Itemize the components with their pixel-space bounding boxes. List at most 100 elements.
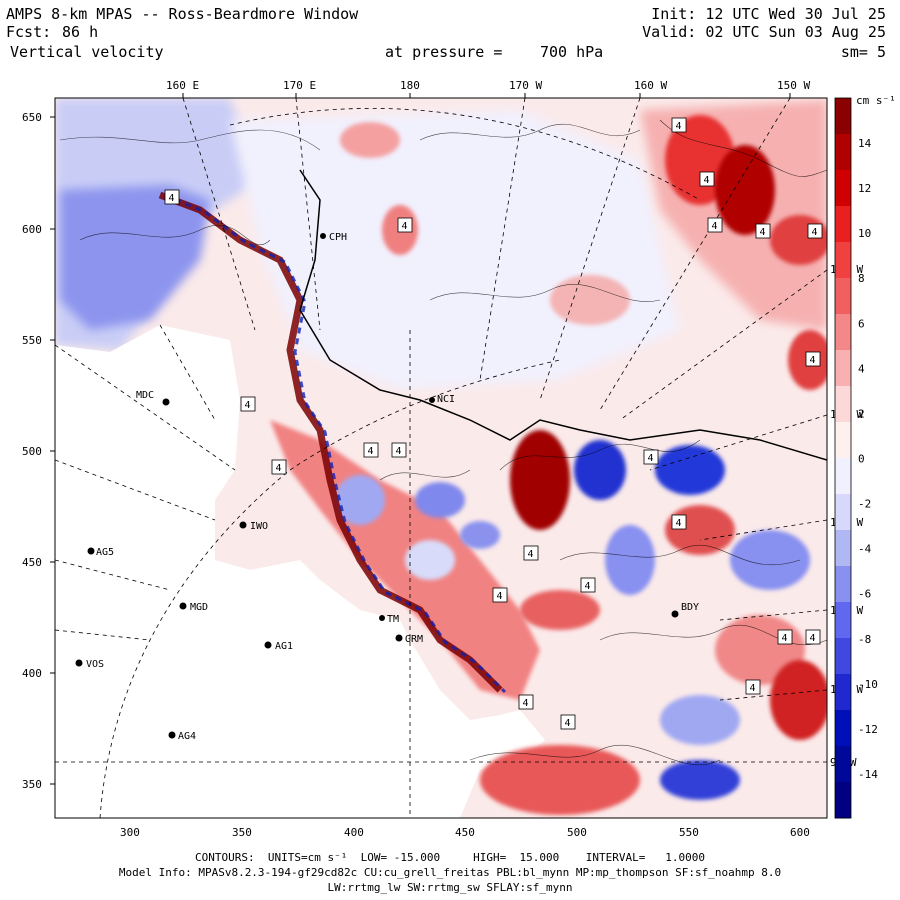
colorbar-swatch — [835, 602, 851, 639]
svg-text:4: 4 — [810, 633, 816, 644]
field-rising-core-2 — [715, 145, 775, 235]
colorbar-swatch — [835, 170, 851, 207]
left-axis-label: 400 — [22, 667, 42, 680]
colorbar-tick-label: 6 — [858, 317, 865, 330]
colorbar-swatch — [835, 782, 851, 819]
field-blob — [460, 521, 500, 549]
bottom-axis-label: 450 — [455, 826, 475, 839]
left-axis-label: 650 — [22, 111, 42, 124]
pressure-label: at pressure = — [385, 43, 503, 61]
bottom-axis-label: 400 — [344, 826, 364, 839]
svg-text:NCI: NCI — [437, 394, 455, 405]
plot-frame — [54, 97, 828, 819]
svg-text:4: 4 — [565, 718, 571, 729]
graticule — [55, 98, 827, 818]
smoothing-value: sm= 5 — [840, 43, 886, 61]
field-blob — [660, 760, 740, 800]
top-axis-label: 160 E — [166, 79, 199, 92]
svg-text:4: 4 — [245, 400, 251, 411]
left-axis-label: 500 — [22, 445, 42, 458]
top-axis-label: 170 E — [283, 79, 316, 92]
svg-text:4: 4 — [169, 193, 175, 204]
station-iwo: IWO — [239, 521, 268, 532]
station-ag1: AG1 — [264, 641, 293, 652]
colorbar-swatch — [835, 98, 851, 135]
station-grm: GRM — [395, 634, 423, 645]
colorbar-tick-label: 4 — [858, 362, 865, 375]
field-blob — [510, 430, 570, 530]
field-blob — [574, 440, 626, 500]
init-time: Init: 12 UTC Wed 30 Jul 25 — [651, 5, 886, 23]
pressure-value: 700 hPa — [540, 43, 604, 61]
colorbar-swatch — [835, 350, 851, 387]
svg-text:4: 4 — [402, 221, 408, 232]
svg-text:IWO: IWO — [250, 521, 268, 532]
colorbar-swatch — [835, 710, 851, 747]
top-axis-label: 160 W — [634, 79, 667, 92]
colorbar-frame — [834, 97, 852, 819]
left-axis-label: 600 — [22, 223, 42, 236]
svg-text:MGD: MGD — [190, 602, 208, 613]
colorbar-tick-label: -4 — [858, 543, 872, 556]
valid-time: Valid: 02 UTC Sun 03 Aug 25 — [642, 23, 886, 41]
svg-text:4: 4 — [810, 355, 816, 366]
colorbar-swatch — [835, 458, 851, 495]
colorbar-swatch — [835, 530, 851, 567]
field-blob — [405, 540, 455, 580]
stations: CPH MDC AG5 IWO MGD VOS AG1 AG4 GRM BDY … — [75, 232, 699, 742]
colorbar-swatch — [835, 566, 851, 603]
colorbar-swatch — [835, 278, 851, 315]
bottom-axis-label: 600 — [790, 826, 810, 839]
colorbar — [834, 97, 852, 819]
field-blob — [340, 122, 400, 158]
svg-text:4: 4 — [676, 121, 682, 132]
field-blob — [480, 745, 640, 815]
station-tm: TM — [379, 614, 399, 625]
colorbar-swatch — [835, 638, 851, 675]
colorbar-tick-label: -8 — [858, 633, 871, 646]
colorbar-labels: 14 12 10 8 6 4 2 0 -2 -4 -6 -8 -10 -12 -14 — [858, 137, 878, 781]
bottom-axis: 300 350 400 450 500 550 600 — [120, 826, 810, 839]
station-mdc: MDC — [136, 390, 170, 406]
station-ag5: AG5 — [87, 547, 114, 558]
model-info: Model Info: MPASv8.2.3-194-gf29cd82c CU:… — [118, 866, 782, 879]
colorbar-swatch — [835, 386, 851, 423]
field-blob — [730, 530, 810, 590]
left-axis: 650 600 550 500 450 400 350 — [22, 111, 55, 791]
colorbar-tick-label: 14 — [858, 137, 872, 150]
coastline — [299, 169, 827, 461]
top-axis-label: 180 — [400, 79, 420, 92]
svg-text:GRM: GRM — [405, 634, 423, 645]
colorbar-swatch — [835, 314, 851, 351]
colorbar-units: cm s⁻¹ — [856, 94, 896, 107]
svg-text:4: 4 — [782, 633, 788, 644]
field-sinking-core — [60, 185, 210, 330]
contours-info: CONTOURS: UNITS=cm s⁻¹ LOW= -15.000 HIGH… — [195, 851, 705, 864]
svg-text:4: 4 — [523, 698, 529, 709]
colorbar-swatch — [835, 242, 851, 279]
bottom-axis-label: 500 — [567, 826, 587, 839]
mountain-ridge-band-descending — [164, 193, 507, 694]
svg-text:4: 4 — [396, 446, 402, 457]
left-axis-label: 350 — [22, 778, 42, 791]
svg-text:4: 4 — [585, 581, 591, 592]
top-axis: 160 E 170 E 180 170 W 160 W 150 W — [166, 79, 810, 98]
bottom-axis-label: 300 — [120, 826, 140, 839]
colorbar-tick-label: 10 — [858, 227, 871, 240]
physics-info: LW:rrtmg_lw SW:rrtmg_sw SFLAY:sf_mynn — [327, 881, 573, 894]
left-axis-label: 550 — [22, 334, 42, 347]
field-name: Vertical velocity — [10, 43, 164, 61]
map-title: AMPS 8-km MPAS -- Ross-Beardmore Window — [6, 5, 359, 23]
svg-text:4: 4 — [528, 549, 534, 560]
station-mgd: MGD — [179, 602, 208, 613]
field-plot: 4 4 4 4 4 4 4 4 4 4 4 4 4 4 4 4 4 4 4 4 … — [55, 98, 827, 818]
svg-text:BDY: BDY — [681, 602, 699, 613]
svg-text:MDC: MDC — [136, 390, 154, 401]
left-axis-label: 450 — [22, 556, 42, 569]
station-ag4: AG4 — [168, 731, 196, 742]
field-blob — [665, 505, 735, 555]
field-blob — [660, 695, 740, 745]
forecast-hours: 86 h — [62, 23, 99, 41]
bottom-axis-label: 550 — [679, 826, 699, 839]
